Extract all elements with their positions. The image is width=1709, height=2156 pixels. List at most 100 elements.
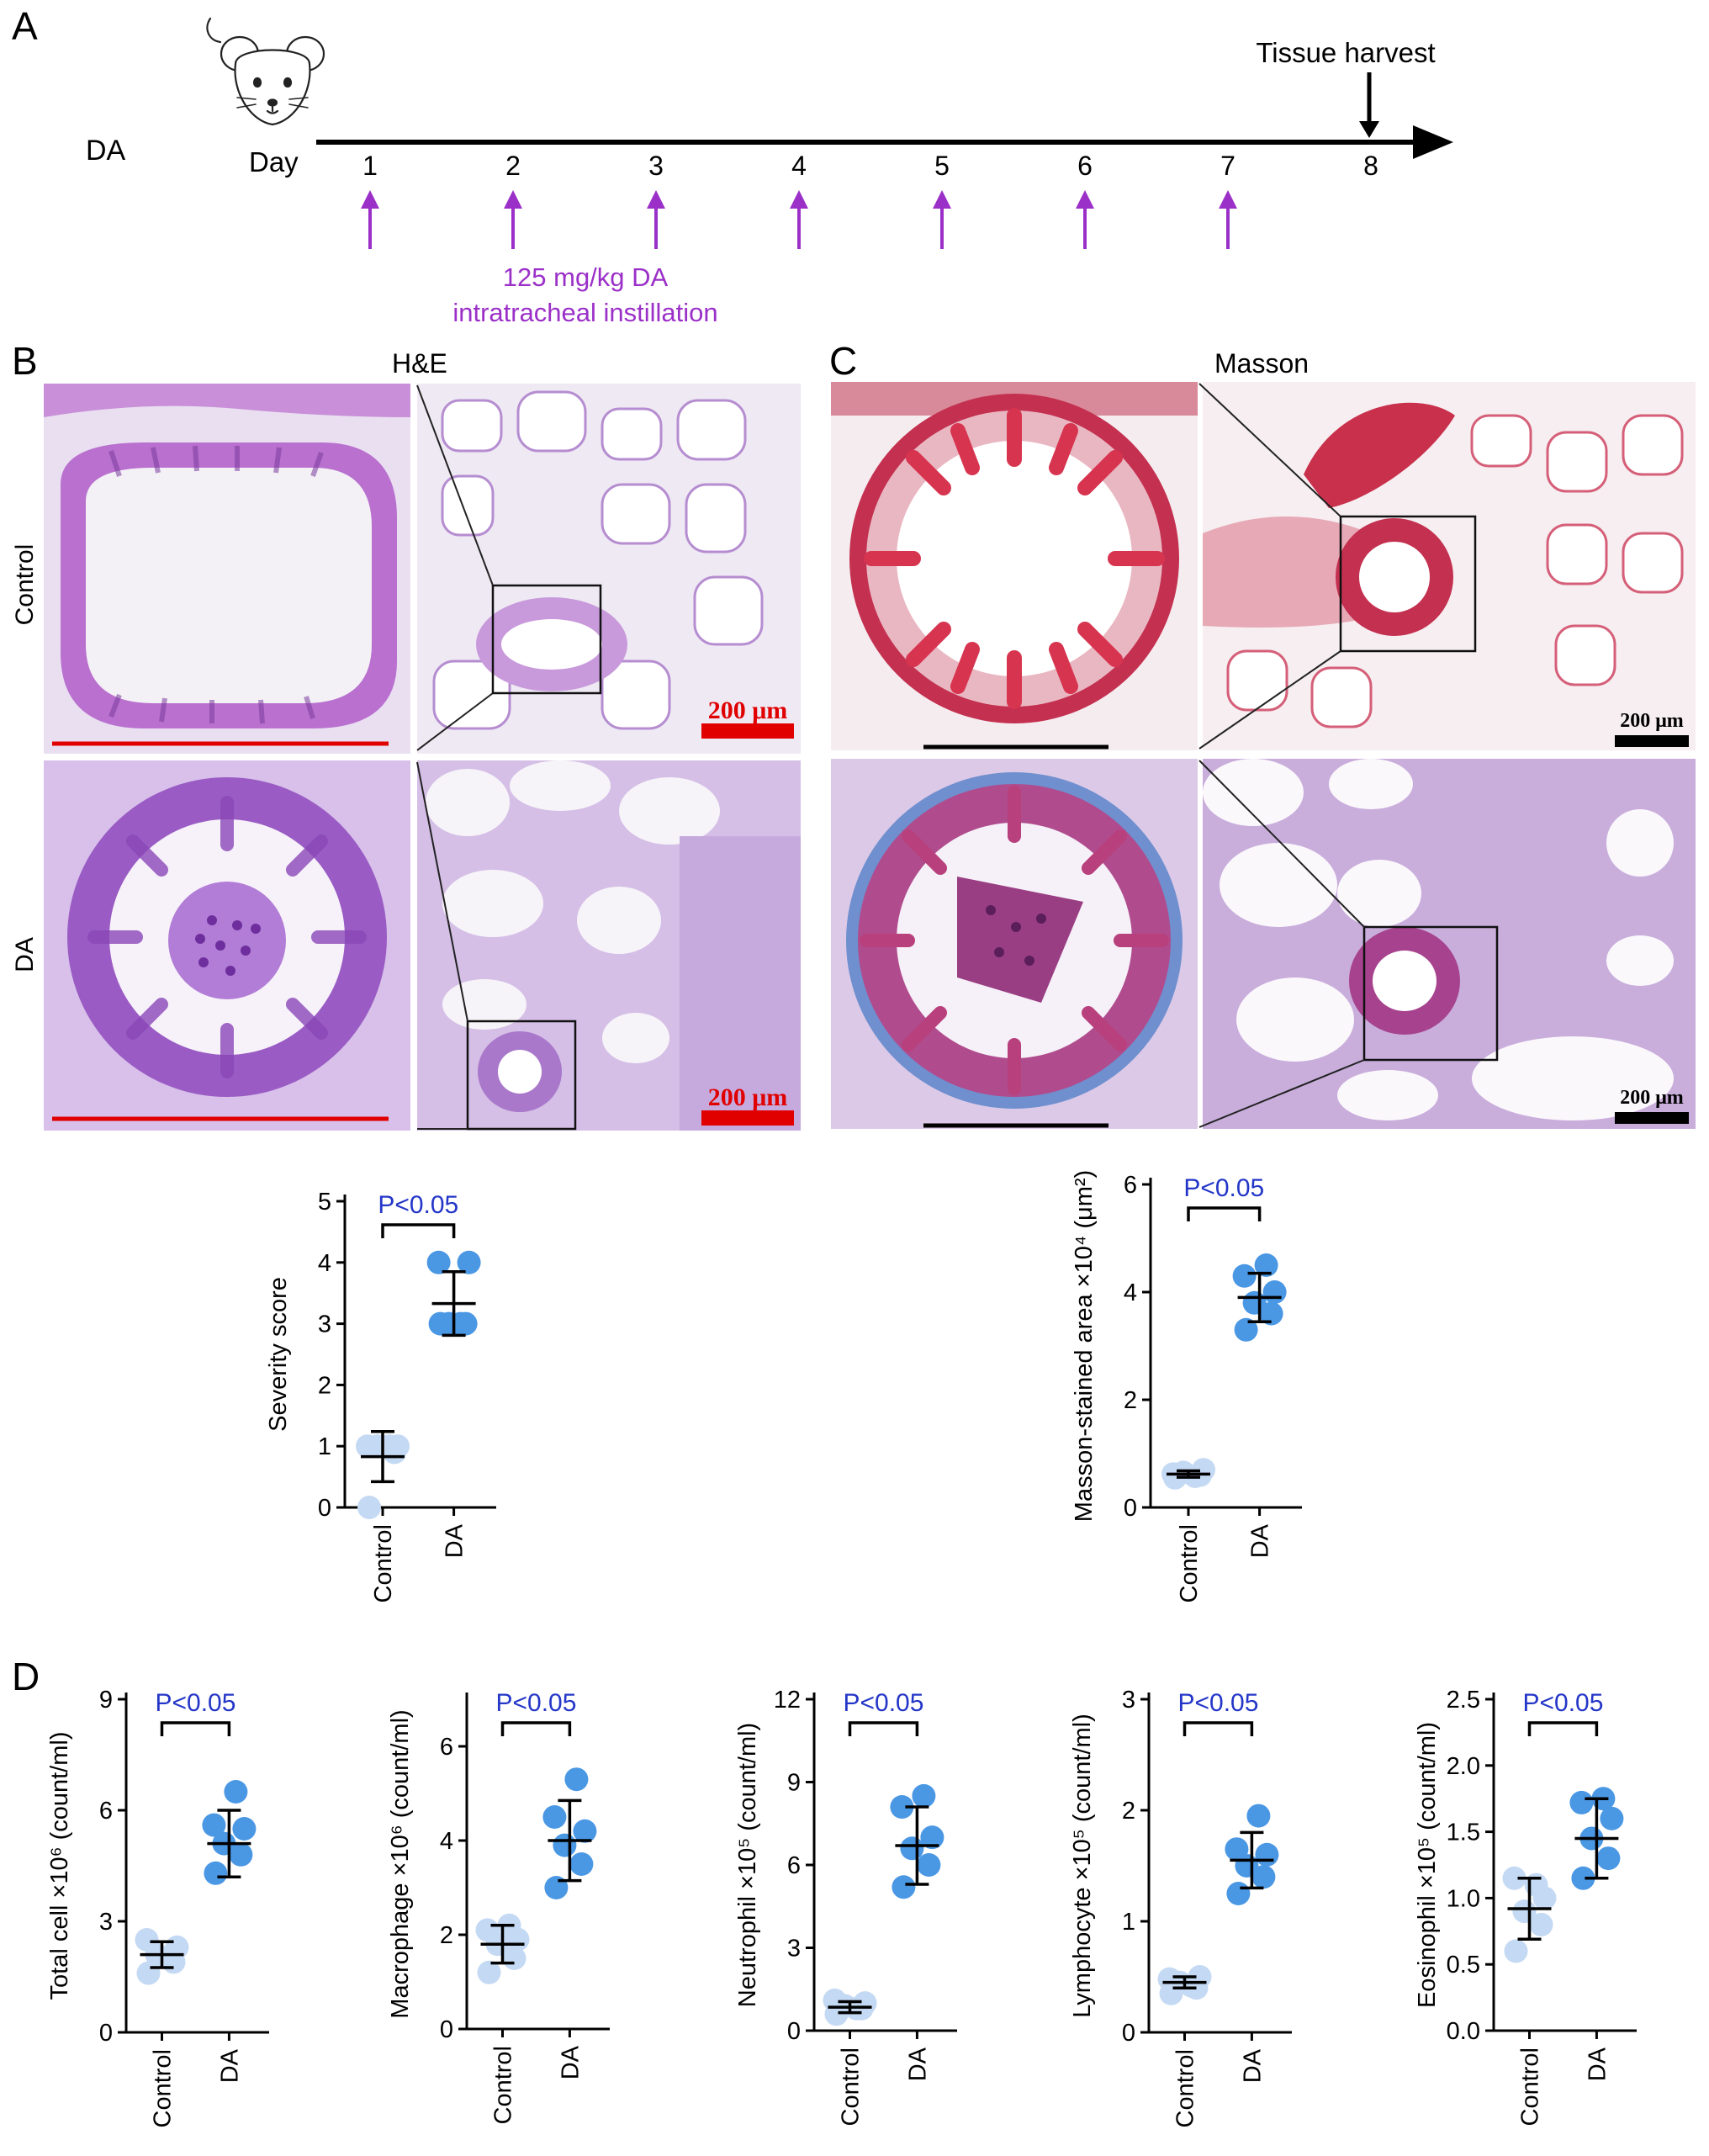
instillation-arrowhead (504, 190, 522, 209)
y-tick-label: 0 (440, 2016, 453, 2043)
data-point (1600, 1806, 1624, 1830)
y-tick-label: 2.5 (1447, 1687, 1480, 1714)
instillation-arrowhead (1219, 190, 1237, 209)
y-tick-label: 12 (774, 1687, 801, 1714)
p-value-label: P<0.05 (1183, 1174, 1264, 1202)
chart-neutrophil: 0 3 6 9 12 Neutrophil ×10⁵ (count/ml) Control D… (734, 1687, 957, 2127)
instillation-arrowhead (933, 190, 951, 209)
day-tick-label: 1 (362, 151, 378, 181)
mouse-icon (206, 17, 325, 126)
y-tick-label: 0 (787, 2018, 801, 2045)
day-tick-label: 8 (1363, 151, 1378, 181)
y-tick-label: 0 (1124, 1495, 1137, 1522)
timeline-diagram: Day 1 2 3 4 5 6 7 8 Tissue harvest 125 mg/kg DA… (249, 37, 1453, 327)
data-point (542, 1805, 567, 1829)
x-tick-label: DA (557, 2045, 584, 2079)
y-tick-label: 4 (440, 1828, 453, 1855)
panel-c-letter: C (829, 339, 858, 383)
data-point (1529, 1912, 1553, 1936)
data-point (356, 1434, 379, 1459)
y-tick-label: 6 (787, 1852, 801, 1879)
y-tick-label: 0 (99, 2020, 113, 2047)
data-point (204, 1861, 228, 1885)
data-point (378, 1434, 401, 1459)
data-point (1255, 1842, 1279, 1867)
y-axis-label: Neutrophil ×10⁵ (count/ml) (734, 1723, 761, 2007)
x-tick-label: Control (838, 2047, 865, 2127)
x-tick-label: DA (1247, 1523, 1274, 1558)
data-point (1234, 1317, 1258, 1342)
y-tick-label: 3 (1122, 1687, 1135, 1714)
data-point (224, 1780, 248, 1804)
data-point (1242, 1290, 1267, 1315)
data-point (1246, 1804, 1271, 1828)
day-label: Day (249, 146, 299, 177)
instillation-arrowhead (790, 190, 808, 209)
p-value-label: P<0.05 (1522, 1689, 1603, 1717)
y-tick-label: 2 (1122, 1798, 1135, 1825)
x-tick-label: DA (1239, 2048, 1266, 2083)
y-axis-label: Total cell ×10⁶ (count/ml) (46, 1732, 73, 2000)
y-tick-label: 4 (318, 1250, 331, 1277)
group-label: DA (86, 135, 126, 167)
data-point (1251, 1865, 1276, 1889)
chart-total: 0 3 6 9 Total cell ×10⁶ (count/ml) Control DA P… (46, 1687, 269, 2128)
day-tick-label: 7 (1220, 151, 1235, 181)
x-tick-label: DA (442, 1523, 468, 1558)
data-point (917, 1853, 941, 1877)
data-point (475, 1918, 500, 1942)
he-scale-label-da: 200 μm (708, 1083, 788, 1111)
chart-severity: 0 1 2 3 4 5 Severity score Control DA P<0.05 (265, 1189, 496, 1603)
significance-bracket (500, 1721, 572, 1736)
data-point (912, 1783, 936, 1808)
p-value-label: P<0.05 (495, 1689, 576, 1717)
chart-lymphocyte: 0 1 2 3 Lymphocyte ×10⁵ (count/ml) Control DA P… (1069, 1687, 1292, 2128)
instillation-arrowhead (1076, 190, 1094, 209)
data-point (569, 1852, 594, 1876)
y-axis-label: Masson-stained area ×10⁴ (μm²) (1071, 1170, 1098, 1522)
significance-bracket (160, 1721, 231, 1736)
y-tick-label: 1.0 (1447, 1885, 1480, 1912)
x-tick-label: Control (370, 1524, 397, 1603)
he-control-overview-image: 200 μm (417, 384, 801, 754)
y-tick-label: 5 (318, 1189, 331, 1216)
data-point (448, 1311, 473, 1336)
data-point (1232, 1263, 1257, 1288)
y-tick-label: 2 (1124, 1387, 1137, 1414)
y-tick-label: 0.5 (1447, 1952, 1480, 1979)
treatment-line-2: intratracheal instillation (452, 298, 717, 327)
y-axis-label: Macrophage ×10⁶ (count/ml) (387, 1709, 414, 2018)
data-point (1259, 1301, 1283, 1326)
data-point (890, 1795, 914, 1820)
x-tick-label: Control (150, 2049, 177, 2128)
data-point (135, 1928, 159, 1952)
y-tick-label: 2 (440, 1922, 453, 1949)
day-tick-label: 5 (934, 151, 950, 181)
significance-bracket (848, 1721, 919, 1736)
p-value-label: P<0.05 (1177, 1689, 1258, 1717)
data-point (1262, 1280, 1287, 1304)
y-axis-label: Lymphocyte ×10⁵ (count/ml) (1069, 1714, 1096, 2018)
he-da-overview-image: 200 μm (417, 760, 801, 1131)
harvest-label: Tissue harvest (1256, 37, 1435, 68)
y-tick-label: 9 (99, 1687, 113, 1714)
x-tick-label: Control (490, 2046, 517, 2125)
masson-scale-label-da: 200 μm (1620, 1087, 1684, 1109)
x-tick-label: DA (904, 2047, 931, 2081)
y-tick-label: 0 (1122, 2020, 1135, 2047)
y-axis-label: Eosinophil ×10⁵ (count/ml) (1414, 1722, 1441, 2008)
y-tick-label: 3 (318, 1311, 331, 1338)
x-tick-label: Control (1176, 1524, 1203, 1603)
masson-da-zoom-image (831, 759, 1198, 1129)
he-scale-label-control: 200 μm (708, 697, 788, 724)
he-zoom-connectors (416, 384, 494, 1130)
timeline-arrowhead (1413, 125, 1453, 159)
y-tick-label: 3 (787, 1936, 801, 1963)
harvest-arrow-head (1359, 121, 1379, 138)
y-tick-label: 2 (318, 1372, 331, 1399)
masson-scale-label-control: 200 μm (1620, 710, 1684, 732)
data-point (553, 1833, 577, 1857)
day-tick-label: 6 (1077, 151, 1093, 181)
data-point (564, 1767, 589, 1792)
